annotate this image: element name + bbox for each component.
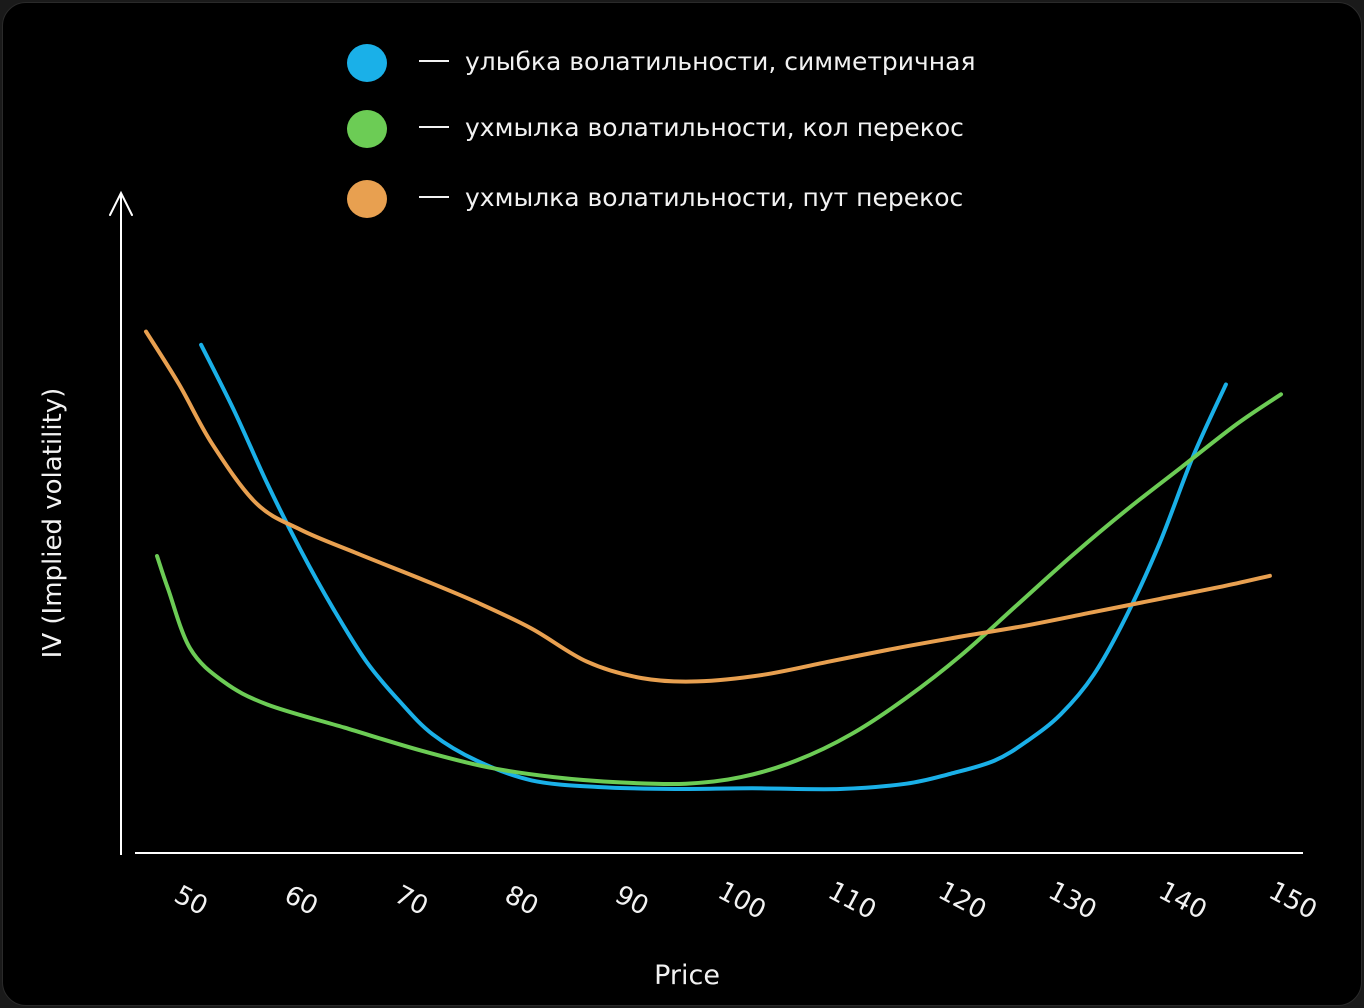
legend-label: улыбка волатильности, симметричная bbox=[465, 47, 976, 76]
legend-swatch bbox=[347, 180, 387, 218]
legend-item-call-skew: ухмылка волатильности, кол перекос bbox=[347, 109, 1027, 149]
series-line-call-skew bbox=[155, 392, 1283, 787]
legend-swatch bbox=[347, 110, 387, 148]
series-line-put-skew bbox=[144, 329, 1272, 684]
y-axis-label: IV (Implied volatility) bbox=[38, 388, 68, 659]
x-tick-label: 90 bbox=[610, 880, 653, 922]
x-tick-label: 120 bbox=[933, 876, 991, 926]
x-tick-labels: 50 60 70 80 90 100 110 120 130 140 150 bbox=[169, 876, 1321, 926]
x-tick-label: 50 bbox=[169, 880, 212, 922]
legend-dash bbox=[419, 126, 449, 128]
x-tick-label: 70 bbox=[390, 880, 433, 922]
series-layer bbox=[144, 329, 1283, 792]
series-line-symmetric-smile bbox=[199, 342, 1228, 792]
x-tick-label: 110 bbox=[823, 876, 881, 926]
y-axis-arrow bbox=[109, 190, 133, 216]
x-axis-label: Price bbox=[654, 960, 720, 991]
legend-item-put-skew: ухмылка волатильности, пут перекос bbox=[347, 179, 1027, 219]
legend-dash bbox=[419, 60, 449, 62]
x-tick-label: 100 bbox=[713, 876, 771, 926]
axes bbox=[109, 190, 1303, 855]
legend-dash bbox=[419, 196, 449, 198]
volatility-chart: 50 60 70 80 90 100 110 120 130 140 150 Price IV (I… bbox=[38, 190, 1322, 991]
x-tick-label: 130 bbox=[1043, 876, 1101, 926]
legend-item-symmetric-smile: улыбка волатильности, симметричная bbox=[347, 43, 1027, 83]
x-tick-label: 150 bbox=[1264, 876, 1322, 926]
legend-label: ухмылка волатильности, кол перекос bbox=[465, 113, 964, 142]
x-tick-label: 140 bbox=[1154, 876, 1212, 926]
x-tick-label: 80 bbox=[500, 880, 543, 922]
legend-swatch bbox=[347, 44, 387, 82]
legend-label: ухмылка волатильности, пут перекос bbox=[465, 183, 964, 212]
x-tick-label: 60 bbox=[279, 880, 322, 922]
